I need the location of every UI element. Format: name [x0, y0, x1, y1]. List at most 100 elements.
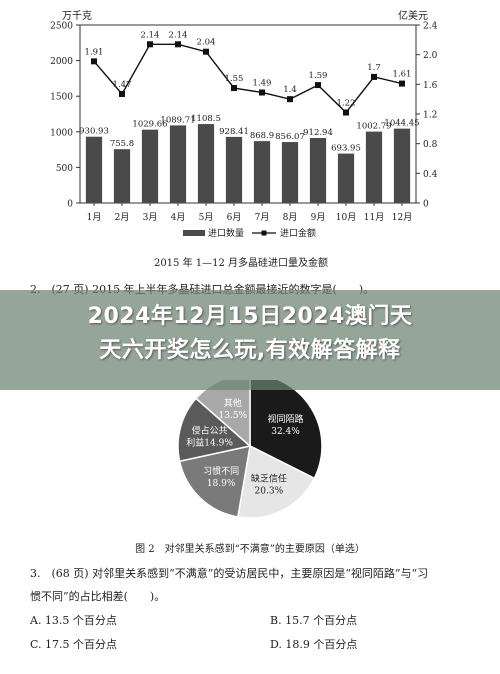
amount-value-label: 1.55 — [225, 74, 244, 84]
right-axis-tick-label: 1.2 — [423, 111, 437, 121]
pie-slice-label: 缺乏信任 — [251, 472, 287, 484]
pie-slice-value: 18.9% — [207, 479, 236, 489]
banner-line-2: 天六开奖怎么玩,有效解答解释 — [99, 338, 401, 363]
pie-slice — [236, 444, 316, 519]
pie-slice-label: 其他 — [224, 397, 242, 409]
right-axis-tick-label: 0.4 — [423, 170, 438, 180]
legend-bar-label: 进口数量 — [208, 227, 244, 239]
banner-line-1: 2024年12月15日2024澳门天 — [87, 304, 413, 329]
amount-value-label: 1.22 — [337, 99, 356, 109]
amount-marker — [203, 48, 209, 55]
pie-slice-label: 习惯不同 — [203, 465, 239, 477]
pie-slice — [178, 445, 251, 518]
bar-6月 — [225, 136, 243, 203]
amount-marker — [231, 85, 237, 92]
left-axis-tick-label: 2500 — [50, 22, 73, 32]
pie-slice — [249, 380, 323, 480]
amount-value-label: 1.7 — [367, 63, 381, 73]
x-axis-tick-label: 6月 — [227, 212, 242, 223]
x-axis-tick-label: 7月 — [255, 212, 270, 223]
amount-marker — [315, 82, 321, 89]
option-b[interactable]: B. 15.7 个百分点 — [270, 614, 358, 627]
amount-marker — [343, 109, 349, 116]
amount-marker — [287, 96, 293, 103]
pie-slice-value: 20.3% — [255, 486, 284, 496]
bar-value-label: 693.95 — [331, 144, 361, 154]
amount-marker — [175, 41, 181, 48]
x-axis-tick-label: 3月 — [143, 212, 158, 223]
amount-value-label: 1.91 — [85, 47, 104, 57]
bar-value-label: 755.8 — [110, 139, 134, 149]
plot-frame — [79, 24, 417, 204]
overlay-banner-text: 2024年12月15日2024澳门天 天六开奖怎么玩,有效解答解释 — [0, 300, 500, 368]
bar-value-label: 1029.66 — [132, 120, 167, 130]
left-axis-tick-label: 1500 — [50, 93, 73, 103]
amount-value-label: 1.47 — [113, 80, 132, 90]
option-d[interactable]: D. 18.9 个百分点 — [270, 638, 358, 651]
pie-slice-value: 32.4% — [271, 427, 300, 437]
amount-marker — [119, 90, 125, 97]
amount-value-label: 2.04 — [197, 38, 216, 48]
bar-value-label: 1108.5 — [191, 114, 221, 124]
bar-value-label: 912.94 — [303, 128, 333, 138]
x-axis-tick-label: 2月 — [115, 212, 130, 223]
right-axis-tick-label: 2.4 — [423, 22, 438, 32]
amount-marker — [399, 80, 405, 87]
amount-value-label: 2.14 — [141, 30, 160, 40]
bar-7月 — [253, 141, 271, 203]
right-axis-tick-label: 1.6 — [423, 81, 438, 91]
bar-value-label: 856.07 — [275, 132, 305, 142]
option-a[interactable]: A. 13.5 个百分点 — [30, 614, 117, 627]
x-axis-tick-label: 9月 — [311, 212, 326, 223]
pie-slice — [177, 397, 252, 463]
right-axis-tick-label: 0 — [423, 200, 429, 210]
pie-slice-value: 利益14.9% — [186, 436, 233, 448]
bar-11月 — [365, 131, 383, 203]
legend-line-marker — [261, 230, 267, 236]
x-axis-tick-label: 4月 — [171, 212, 186, 223]
x-axis-tick-label: 5月 — [199, 212, 214, 223]
question-3-line1: 3. (68 页) 对邻里关系感到“不满意”的受访居民中，主要原因是“视同陌路”… — [30, 567, 429, 580]
amount-marker — [91, 58, 97, 65]
left-axis-tick-label: 500 — [56, 164, 73, 174]
bar-12月 — [393, 128, 411, 203]
x-axis-tick-label: 8月 — [283, 212, 298, 223]
option-c[interactable]: C. 17.5 个百分点 — [30, 638, 118, 651]
x-axis-tick-label: 10月 — [336, 212, 356, 223]
bar-8月 — [281, 142, 299, 203]
amount-value-label: 1.59 — [309, 71, 328, 81]
x-axis-tick-label: 11月 — [364, 212, 384, 223]
amount-value-label: 1.49 — [253, 78, 272, 88]
bar-value-label: 868.9 — [250, 131, 274, 141]
bar-value-label: 1044.45 — [384, 119, 419, 129]
right-axis-tick-label: 2.0 — [423, 51, 438, 61]
bar-value-label: 930.93 — [79, 127, 109, 137]
left-axis-tick-label: 1000 — [50, 128, 73, 138]
amount-value-label: 1.61 — [393, 70, 412, 80]
pie-caption: 图 2 对邻里关系感到“不满意”的主要原因（单选） — [135, 544, 365, 555]
left-axis-tick-label: 2000 — [50, 57, 73, 67]
bar-value-label: 928.41 — [219, 127, 249, 137]
amount-value-label: 1.4 — [283, 85, 297, 95]
legend-bar-swatch — [183, 230, 205, 236]
x-axis-tick-label: 12月 — [392, 212, 412, 223]
amount-marker — [259, 89, 265, 96]
right-axis-tick-label: 0.8 — [423, 140, 438, 150]
bar-5月 — [197, 124, 215, 203]
x-axis-tick-label: 1月 — [87, 212, 102, 223]
amount-value-label: 2.14 — [169, 30, 188, 40]
pie-slice-label: 侵占公共 — [192, 424, 228, 436]
bar-10月 — [337, 153, 355, 203]
question-3-line2: 惯不同”的占比相差( )。 — [30, 590, 166, 603]
left-axis-tick-label: 0 — [67, 200, 73, 210]
bar-value-label: 1002.79 — [356, 122, 391, 132]
legend-line-label: 进口金额 — [280, 227, 316, 239]
bar-4月 — [169, 125, 187, 203]
pie-slice-value: 13.5% — [219, 411, 248, 421]
amount-line — [93, 43, 403, 114]
bar-3月 — [141, 129, 159, 203]
chart-caption: 2015 年 1—12 月多晶硅进口量及金额 — [154, 256, 328, 269]
bar-1月 — [85, 136, 103, 203]
